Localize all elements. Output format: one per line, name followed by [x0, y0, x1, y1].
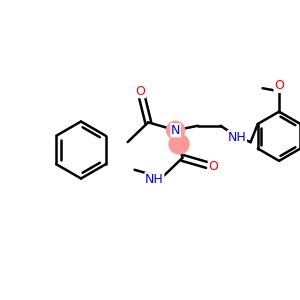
Text: N: N	[171, 124, 180, 137]
Text: NH: NH	[228, 130, 247, 144]
Circle shape	[167, 121, 184, 139]
Text: O: O	[136, 85, 146, 98]
Text: O: O	[208, 160, 218, 173]
Text: NH: NH	[145, 173, 164, 186]
Circle shape	[169, 134, 189, 154]
Text: O: O	[274, 79, 284, 92]
